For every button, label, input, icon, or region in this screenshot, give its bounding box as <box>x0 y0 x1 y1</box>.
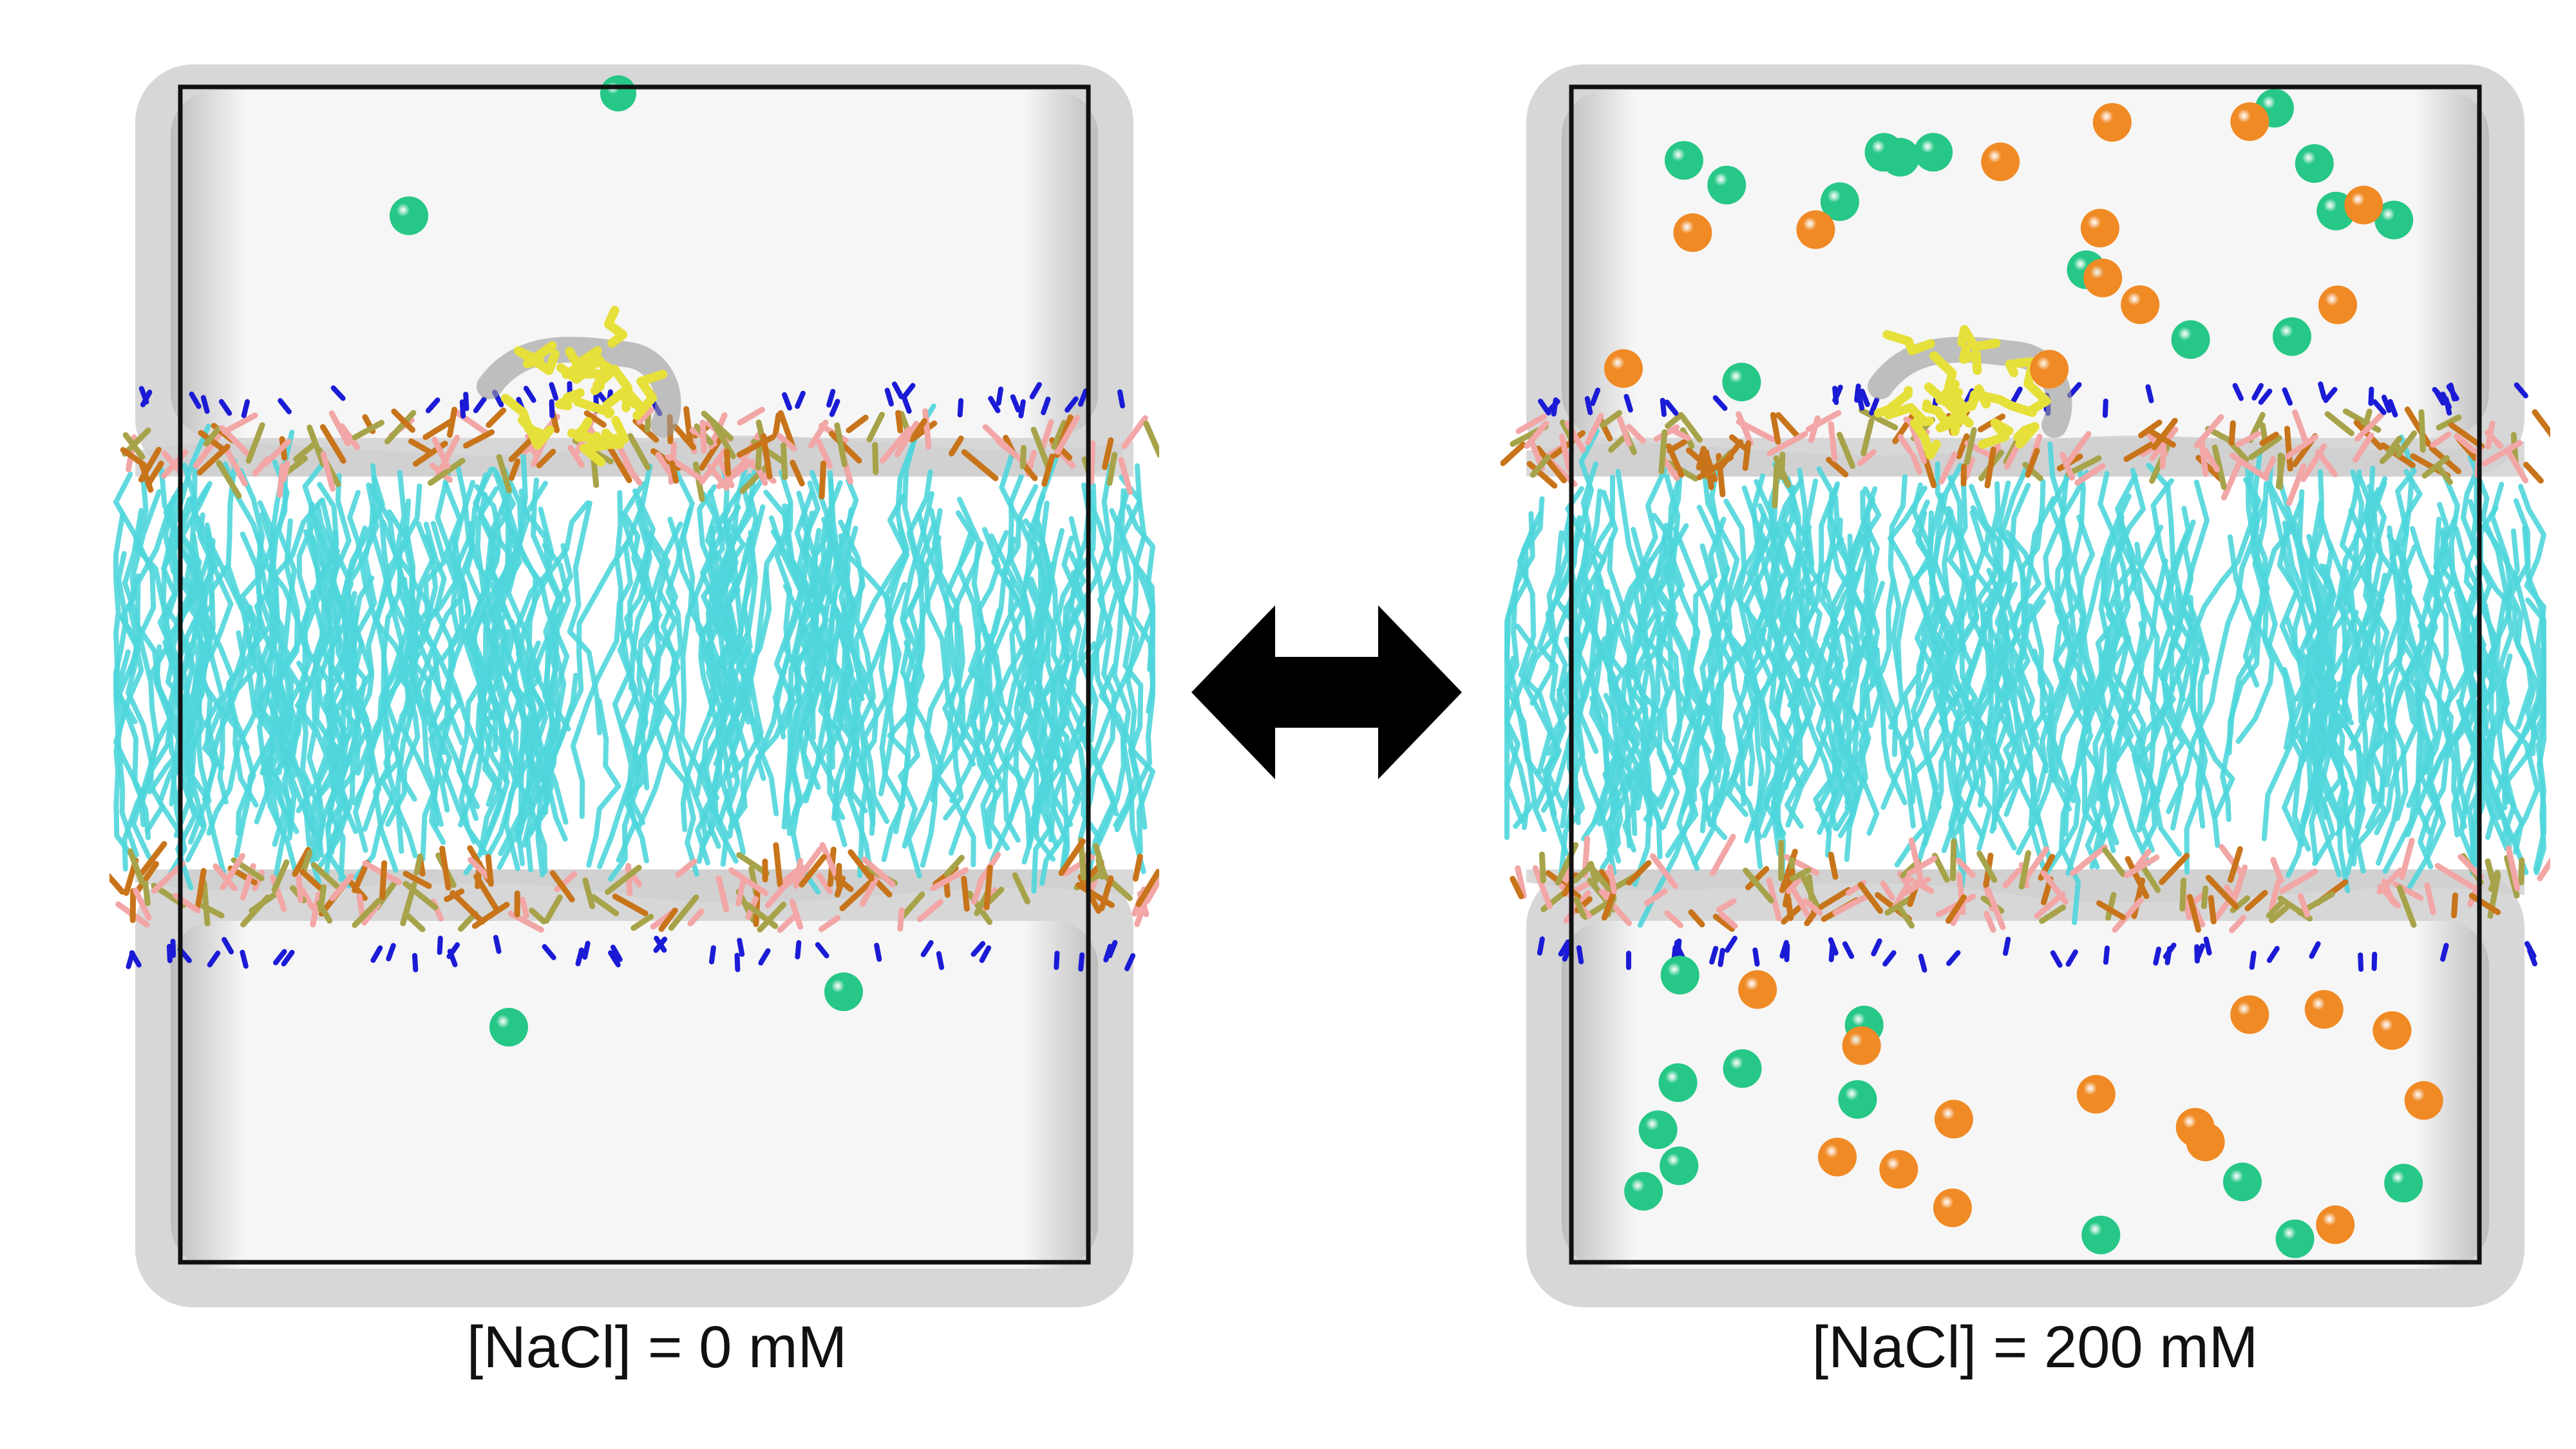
chloride-ion <box>1934 1099 1973 1139</box>
sodium-ion <box>1914 133 1953 172</box>
sodium-ion <box>2295 144 2334 183</box>
sodium-ion <box>2081 1215 2121 1255</box>
chloride-ion <box>2230 102 2269 141</box>
sodium-ion <box>1838 1080 1877 1119</box>
chloride-ion <box>2230 995 2269 1034</box>
peptide <box>477 305 681 467</box>
lipid-tails <box>1504 428 2546 928</box>
chloride-ion <box>1933 1188 1972 1227</box>
simulation-box-outline <box>1569 84 2482 1265</box>
ions <box>1604 89 2443 1258</box>
water-surface <box>135 64 1133 1307</box>
sodium-ion <box>1660 1146 1699 1186</box>
lipid-headgroups <box>1501 406 2550 509</box>
double-headed-arrow-icon <box>1191 605 1462 779</box>
sodium-ion <box>1723 1049 1762 1088</box>
sodium-ion <box>1722 363 1761 402</box>
chloride-ion <box>2304 990 2344 1029</box>
chloride-ion <box>2404 1081 2443 1120</box>
chloride-ion <box>2080 209 2119 248</box>
caption-200mM: [NaCl] = 200 mM <box>1812 1314 2259 1380</box>
sodium-ion <box>2374 200 2414 240</box>
sodium-ion <box>1638 1110 1678 1150</box>
sodium-ion <box>2273 317 2311 356</box>
ions <box>390 75 863 1046</box>
chloride-ion <box>1738 970 1777 1009</box>
chloride-ion <box>1796 210 1835 249</box>
chloride-ion <box>1981 142 2020 182</box>
sodium-ion <box>2275 1219 2315 1258</box>
choline-nitrogen <box>126 934 1136 972</box>
simulation-box-outline <box>178 84 1091 1265</box>
chloride-ion <box>1879 1150 1918 1189</box>
chloride-ion <box>2076 1075 2116 1114</box>
peptide <box>1868 325 2072 460</box>
chloride-ion <box>2092 103 2132 142</box>
lipid-headgroups <box>1510 833 2550 933</box>
sodium-ion <box>2223 1162 2262 1202</box>
lipid-tails <box>113 403 1155 895</box>
membrane-render-200mM <box>1501 64 2550 1307</box>
counter-ion <box>489 1008 528 1046</box>
sodium-ion <box>1660 956 1700 995</box>
sodium-ion <box>1707 166 1747 205</box>
caption-0mM: [NaCl] = 0 mM <box>466 1314 848 1380</box>
sodium-ion <box>1820 182 1859 222</box>
arrow-shape <box>1191 605 1462 779</box>
chloride-ion <box>2372 1011 2412 1050</box>
choline-nitrogen <box>1537 936 2537 973</box>
chloride-ion <box>2083 258 2123 298</box>
chloride-ion <box>2030 350 2069 389</box>
sodium-ion <box>2171 320 2210 359</box>
simulation-panel-0mM <box>109 64 1159 1307</box>
sodium-ion <box>1664 141 1703 180</box>
choline-nitrogen <box>138 381 1125 419</box>
lipid-headgroups <box>109 837 1159 933</box>
sodium-ion <box>1864 133 1904 172</box>
chloride-ion <box>2175 1108 2215 1147</box>
simulation-panel-200mM <box>1501 64 2550 1307</box>
membrane-render-0mM <box>109 64 1159 1307</box>
chloride-ion <box>1842 1026 1881 1065</box>
chloride-ion <box>1673 213 1712 252</box>
sodium-ion <box>1658 1063 1698 1103</box>
chloride-ion <box>1818 1137 1857 1177</box>
chloride-ion <box>2344 185 2383 225</box>
chloride-ion <box>1604 349 1643 388</box>
chloride-ion <box>2318 285 2357 325</box>
counter-ion <box>390 196 428 235</box>
sodium-ion <box>1624 1171 1663 1211</box>
counter-ion <box>600 75 636 111</box>
chloride-ion <box>2121 285 2160 325</box>
counter-ion <box>824 972 863 1011</box>
sodium-ion <box>2384 1164 2423 1203</box>
chloride-ion <box>2316 1205 2355 1244</box>
